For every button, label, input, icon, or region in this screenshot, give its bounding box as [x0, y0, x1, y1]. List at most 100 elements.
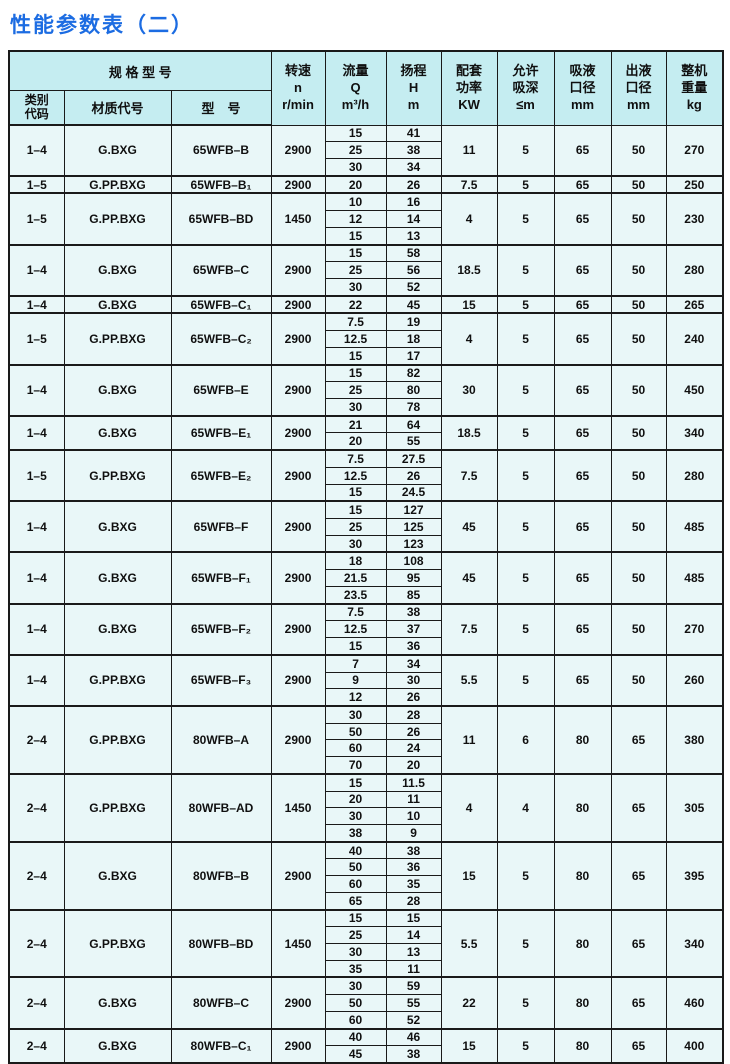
cell-head: 36 [385, 858, 442, 877]
cell-weight: 400 [665, 1027, 724, 1064]
cell-model: 80WFB–C₁ [170, 1027, 272, 1064]
cell-head: 80 [385, 381, 442, 399]
header-suction-line: 允许 [512, 62, 539, 78]
table-row: 2–4 G.PP.BXG 80WFB–BD 1450 15 15 5.5 5 80 65 340 [8, 908, 724, 978]
cell-head: 20 [385, 756, 442, 775]
cell-suction: 5 [496, 602, 555, 656]
cell-head: 52 [385, 1010, 442, 1030]
cell-code: 2–4 [8, 1027, 65, 1064]
table-row: 12.5 26 [9, 466, 723, 485]
table-row: 15 17 [9, 346, 723, 366]
cell-flow: 15 [324, 500, 387, 520]
cell-model: 65WFB–C [170, 243, 272, 297]
cell-flow: 30 [324, 807, 387, 825]
cell-flow: 21.5 [324, 569, 387, 587]
cell-suction: 5 [496, 294, 555, 314]
header-inlet-line: 吸液 [569, 62, 596, 78]
header-head-line: H [408, 79, 419, 95]
cell-code: 1–4 [8, 500, 65, 553]
cell-suction: 5 [496, 840, 555, 911]
cell-head: 36 [385, 637, 442, 656]
cell-head: 38 [385, 840, 442, 860]
cell-head: 18 [385, 330, 442, 348]
cell-code: 2–4 [8, 908, 65, 978]
cell-weight: 270 [665, 602, 724, 656]
cell-code: 2–4 [8, 840, 65, 911]
cell-head: 35 [385, 875, 442, 893]
cell-code: 1–5 [8, 312, 65, 366]
cell-material: G.BXG [63, 1027, 172, 1064]
cell-material: G.PP.BXG [63, 192, 172, 246]
cell-material: G.BXG [63, 551, 172, 605]
cell-code: 2–4 [8, 976, 65, 1030]
cell-suction: 5 [496, 551, 555, 605]
cell-power: 15 [440, 1027, 498, 1064]
cell-flow: 12.5 [324, 620, 387, 639]
cell-head: 17 [385, 346, 442, 366]
cell-head: 38 [385, 141, 442, 159]
cell-head: 38 [385, 1045, 442, 1064]
table-row: 15 13 [9, 226, 723, 246]
table-row: 12.5 18 [9, 330, 723, 348]
cell-speed: 1450 [270, 192, 326, 246]
table-row: 1–4 G.BXG 65WFB–B 2900 15 41 11 5 65 50 270 [8, 125, 724, 177]
header-flow-line: m³/h [341, 96, 370, 112]
cell-speed: 1450 [270, 772, 326, 843]
header-inlet-line: mm [570, 96, 595, 112]
cell-speed: 2900 [270, 174, 326, 194]
cell-power: 5.5 [440, 908, 498, 978]
cell-weight: 450 [665, 363, 724, 417]
cell-flow: 25 [324, 518, 387, 536]
page-title: 性能参数表（二） [10, 14, 194, 37]
cell-outlet: 65 [610, 1027, 667, 1064]
cell-inlet: 65 [553, 500, 612, 553]
cell-model: 65WFB–C₂ [170, 312, 272, 366]
cell-outlet: 65 [610, 704, 667, 775]
cell-code: 1–4 [8, 414, 65, 451]
table-row: 25 56 [9, 261, 723, 279]
cell-material: G.PP.BXG [63, 772, 172, 843]
cell-code: 1–4 [8, 125, 65, 177]
table-row: 30 13 [9, 943, 723, 961]
header-suction: 允许 吸深 ≤m [496, 50, 555, 126]
cell-outlet: 50 [610, 294, 667, 314]
cell-material: G.BXG [63, 602, 172, 656]
table-row: 65 28 [9, 891, 723, 911]
cell-flow: 12 [324, 210, 387, 228]
table-row: 2–4 G.BXG 80WFB–B 2900 40 38 15 5 80 65 395 [8, 840, 724, 911]
table-row: 12.5 37 [9, 620, 723, 639]
cell-code: 1–4 [8, 653, 65, 707]
cell-inlet: 80 [553, 772, 612, 843]
cell-model: 80WFB–BD [170, 908, 272, 978]
cell-head: 46 [385, 1027, 442, 1047]
cell-code: 1–5 [8, 192, 65, 246]
cell-head: 10 [385, 807, 442, 825]
cell-speed: 2900 [270, 414, 326, 451]
cell-flow: 70 [324, 756, 387, 775]
header-flow-line: 流量 [342, 62, 369, 78]
cell-material: G.BXG [63, 840, 172, 911]
header-code: 类别 代码 [8, 90, 65, 126]
table-row: 35 11 [9, 959, 723, 978]
table-row: 15 36 [9, 637, 723, 656]
cell-flow: 45 [324, 1045, 387, 1064]
table-row: 30 123 [9, 534, 723, 553]
cell-power: 15 [440, 840, 498, 911]
cell-outlet: 50 [610, 449, 667, 502]
header-inlet-line: 口径 [569, 79, 596, 95]
cell-flow: 60 [324, 1010, 387, 1030]
cell-power: 7.5 [440, 602, 498, 656]
cell-flow: 50 [324, 994, 387, 1012]
cell-suction: 5 [496, 192, 555, 246]
cell-flow: 40 [324, 1027, 387, 1047]
cell-outlet: 50 [610, 363, 667, 417]
header-outlet-line: mm [626, 96, 651, 112]
cell-outlet: 50 [610, 414, 667, 451]
cell-speed: 2900 [270, 1027, 326, 1064]
cell-flow: 15 [324, 908, 387, 928]
cell-flow: 7.5 [324, 602, 387, 622]
cell-speed: 2900 [270, 363, 326, 417]
cell-head: 37 [385, 620, 442, 639]
header-outlet-line: 出液 [625, 62, 652, 78]
